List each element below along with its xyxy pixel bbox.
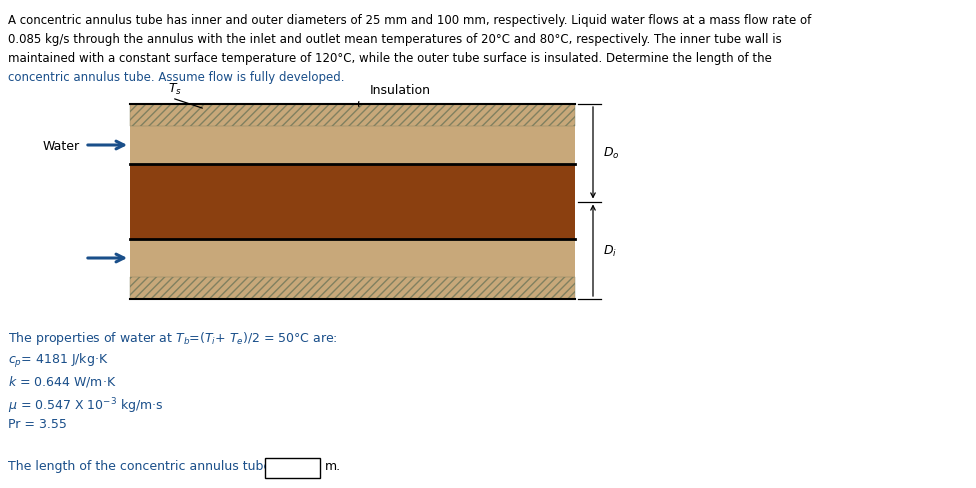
Text: $k$ = 0.644 W/m·K: $k$ = 0.644 W/m·K [8, 373, 116, 388]
Text: A concentric annulus tube has inner and outer diameters of 25 mm and 100 mm, res: A concentric annulus tube has inner and … [8, 14, 811, 27]
Text: Pr = 3.55: Pr = 3.55 [8, 417, 67, 430]
Bar [265, 458, 320, 478]
Text: m.: m. [325, 459, 342, 472]
Text: concentric annulus tube. Assume flow is fully developed.: concentric annulus tube. Assume flow is … [8, 71, 345, 84]
Text: The properties of water at $T_b$=($T_i$+ $T_e$)/2 = 50°C are:: The properties of water at $T_b$=($T_i$+… [8, 329, 338, 346]
Text: Water: Water [43, 139, 80, 152]
Text: $T_s$: $T_s$ [168, 81, 182, 97]
Bar [130, 164, 575, 240]
Text: 0.085 kg/s through the annulus with the inlet and outlet mean temperatures of 20: 0.085 kg/s through the annulus with the … [8, 33, 782, 46]
Bar [130, 127, 575, 164]
Text: $D_o$: $D_o$ [603, 146, 620, 161]
Text: Insulation: Insulation [370, 84, 431, 97]
Bar [130, 278, 575, 299]
Text: $D_i$: $D_i$ [603, 243, 617, 258]
Bar [130, 240, 575, 278]
Text: The length of the concentric annulus tube is: The length of the concentric annulus tub… [8, 459, 285, 472]
Bar [130, 105, 575, 127]
Text: maintained with a constant surface temperature of 120°C, while the outer tube su: maintained with a constant surface tempe… [8, 52, 772, 65]
Text: $\mu$ = 0.547 X 10$^{-3}$ kg/m·s: $\mu$ = 0.547 X 10$^{-3}$ kg/m·s [8, 395, 164, 415]
Text: $c_p$= 4181 J/kg·K: $c_p$= 4181 J/kg·K [8, 351, 108, 369]
